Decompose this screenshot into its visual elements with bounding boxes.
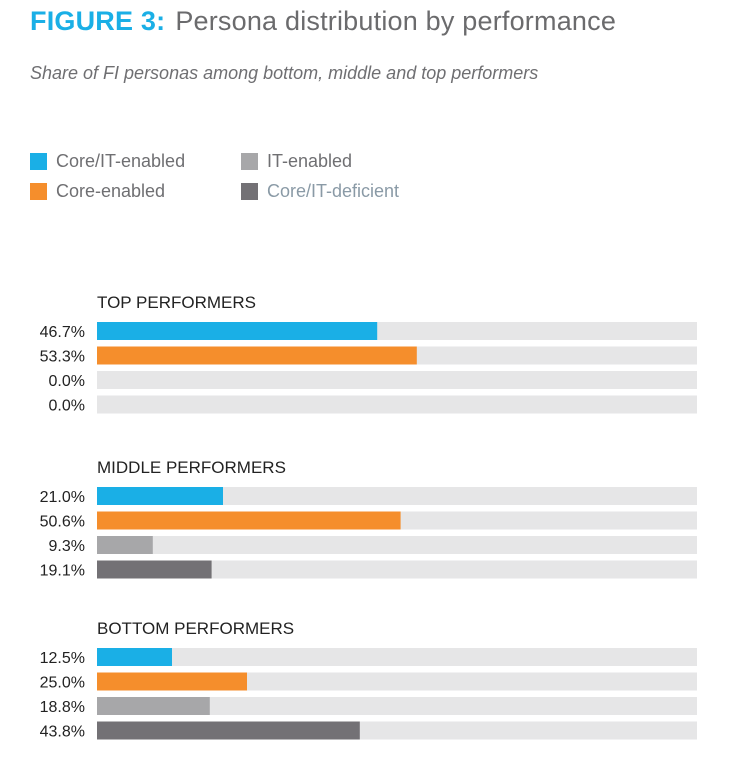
legend-label: Core-enabled: [56, 181, 166, 201]
value-label: 19.1%: [40, 563, 85, 580]
legend-swatch: [30, 153, 47, 170]
bar-track: [97, 560, 697, 579]
value-label: 53.3%: [40, 349, 85, 366]
bar-middle-performers-it-enabled: [97, 536, 153, 554]
legend-label: IT-enabled: [267, 151, 353, 171]
bar-bottom-performers-core-it-enabled: [97, 648, 172, 666]
legend-swatch: [241, 153, 258, 170]
legend-swatch: [30, 183, 47, 200]
value-label: 0.0%: [49, 398, 85, 415]
figure-label: FIGURE 3:: [30, 6, 166, 36]
value-label: 18.8%: [40, 699, 85, 716]
value-label: 21.0%: [40, 489, 85, 506]
bar-bottom-performers-core-enabled: [97, 672, 247, 691]
bar-track: [97, 648, 697, 666]
legend-item-it-enabled: IT-enabled: [241, 151, 352, 172]
bar-track: [97, 371, 697, 389]
legend-label: Core/IT-deficient: [267, 181, 400, 201]
group-title-bottom-performers: BOTTOM PERFORMERS: [97, 619, 294, 638]
legend-swatch: [241, 183, 258, 200]
legend-label: Core/IT-enabled: [56, 151, 186, 171]
value-label: 43.8%: [40, 724, 85, 741]
legend-item-core-it-deficient: Core/IT-deficient: [241, 181, 399, 202]
bar-middle-performers-core-it-enabled: [97, 487, 223, 505]
bar-track: [97, 395, 697, 414]
value-label: 0.0%: [49, 373, 85, 390]
bar-top-performers-core-enabled: [97, 346, 417, 365]
legend-item-core-it-enabled: Core/IT-enabled: [30, 151, 185, 172]
legend-item-core-enabled: Core-enabled: [30, 181, 165, 202]
bar-bottom-performers-it-enabled: [97, 697, 210, 715]
bar-track: [97, 697, 697, 715]
group-title-top-performers: TOP PERFORMERS: [97, 293, 256, 312]
bar-track: [97, 536, 697, 554]
figure-title: FIGURE 3: Persona distribution by perform…: [30, 6, 616, 37]
figure-subtitle: Share of FI personas among bottom, middl…: [30, 63, 539, 83]
bar-top-performers-core-it-enabled: [97, 322, 378, 340]
value-label: 9.3%: [49, 538, 85, 555]
group-title-middle-performers: MIDDLE PERFORMERS: [97, 458, 286, 477]
figure-title-text: Persona distribution by performance: [175, 6, 617, 36]
bar-middle-performers-core-enabled: [97, 511, 401, 530]
bar-bottom-performers-core-it-deficient: [97, 721, 360, 740]
bar-track: [97, 487, 697, 505]
value-label: 12.5%: [40, 650, 85, 667]
value-label: 25.0%: [40, 675, 85, 692]
value-label: 46.7%: [40, 324, 85, 341]
value-label: 50.6%: [40, 514, 85, 531]
bar-middle-performers-core-it-deficient: [97, 560, 212, 579]
